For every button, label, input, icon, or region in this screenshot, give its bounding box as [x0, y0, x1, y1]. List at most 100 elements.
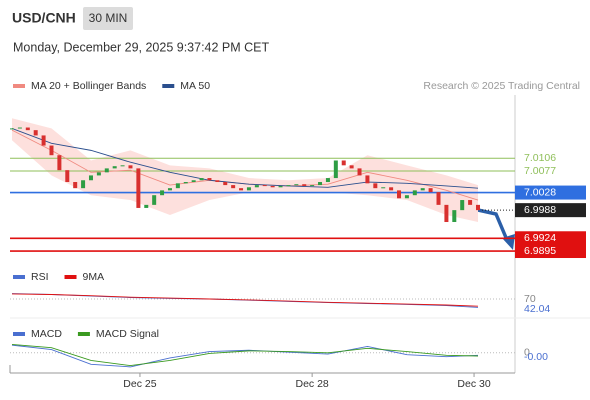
candle-body [357, 168, 362, 176]
candle-body [468, 200, 473, 205]
candle-body [167, 188, 172, 191]
candle-body [96, 172, 101, 176]
legend-label: RSI [31, 271, 49, 283]
candle-body [112, 166, 117, 169]
x-tick-label: Dec 28 [295, 378, 328, 390]
candle-body [444, 204, 449, 223]
candle-body [41, 135, 46, 146]
indicator-line [11, 293, 479, 307]
indicator-value: -0.00 [524, 351, 548, 363]
candle-body [325, 178, 330, 183]
candle-body [199, 178, 204, 181]
candle-body [17, 127, 22, 129]
candle-body [381, 187, 386, 189]
candle-body [452, 210, 457, 223]
candle-body [207, 178, 212, 181]
legend-swatch [13, 275, 25, 279]
candle-body [278, 185, 283, 188]
forecast-arrow [477, 208, 509, 241]
candle-body [286, 185, 291, 187]
candle-body [128, 165, 133, 169]
candle-body [136, 168, 141, 208]
interval-label[interactable]: 30 MIN [89, 11, 128, 25]
candle-body [397, 190, 402, 199]
legend-swatch [162, 84, 175, 88]
legend-swatch [13, 332, 25, 336]
interval-button[interactable] [83, 7, 133, 30]
candle-body [246, 187, 251, 191]
y-tick-label: 0 [524, 347, 530, 359]
datetime: Monday, December 29, 2025 9:37:42 PM CET [13, 40, 270, 54]
legend-swatch [64, 275, 77, 279]
candle-body [412, 190, 417, 196]
candle-body [65, 170, 70, 183]
candle-body [160, 190, 165, 196]
candle-body [476, 204, 480, 211]
candle-body [88, 175, 93, 181]
candle-body [10, 128, 14, 130]
candle-body [262, 185, 267, 187]
candle-body [81, 180, 86, 189]
candle-body [436, 192, 441, 205]
candle-body [341, 160, 346, 166]
candle-body [254, 185, 259, 188]
candle-body [120, 165, 125, 167]
symbol: USD/CNH [12, 10, 76, 26]
level-label: 6.9924 [524, 232, 556, 244]
level-label: 7.0077 [524, 165, 556, 177]
y-tick-label: 70 [524, 293, 536, 305]
x-tick-label: Dec 30 [457, 378, 490, 390]
indicator-line [11, 344, 479, 368]
credit: Research © 2025 Trading Central [423, 80, 580, 92]
candle-body [231, 185, 236, 189]
candle-body [152, 195, 157, 205]
legend-label: 9MA [83, 271, 105, 283]
legend-swatch [13, 84, 25, 88]
level-label: 6.9895 [524, 245, 556, 257]
candle-body [175, 183, 180, 189]
candle-body [215, 180, 220, 183]
indicator-line [11, 344, 479, 367]
candle-body [333, 160, 338, 179]
candle-body [460, 200, 465, 211]
candle-body [373, 183, 378, 189]
last-price-box [515, 203, 586, 218]
candle-body [420, 188, 425, 191]
candle-body [239, 188, 244, 191]
level-box [515, 244, 586, 259]
x-tick-label: Dec 25 [123, 378, 156, 390]
ma-line [11, 127, 479, 189]
legend-label: MA 20 + Bollinger Bands [31, 80, 146, 92]
level-box [515, 185, 586, 200]
candle-body [183, 182, 188, 184]
candle-body [33, 130, 38, 136]
indicator-value: 42.04 [524, 303, 550, 315]
last-price-label: 6.9988 [524, 204, 556, 216]
candle-body [270, 185, 275, 188]
candle-body [104, 168, 109, 173]
candle-body [294, 184, 299, 186]
legend-label: MACD [31, 328, 62, 340]
candle-body [318, 182, 323, 186]
candle-body [223, 182, 228, 186]
legend-label: MA 50 [180, 80, 210, 92]
candle-body [310, 185, 315, 187]
candle-body [49, 145, 54, 156]
candle-body [57, 155, 62, 171]
candle-body [349, 165, 354, 169]
level-label: 7.0106 [524, 152, 556, 164]
candle-body [404, 195, 409, 199]
legend-swatch [77, 332, 90, 336]
candle-body [428, 188, 433, 193]
candle-body [73, 182, 78, 189]
candle-body [365, 175, 370, 184]
level-box [515, 231, 586, 246]
candle-body [389, 187, 394, 191]
candle-body [144, 204, 149, 208]
candle-body [191, 180, 196, 183]
candle-body [25, 127, 30, 131]
candle-body [302, 184, 307, 186]
level-label: 7.0028 [524, 186, 556, 198]
bollinger-band [12, 118, 478, 223]
